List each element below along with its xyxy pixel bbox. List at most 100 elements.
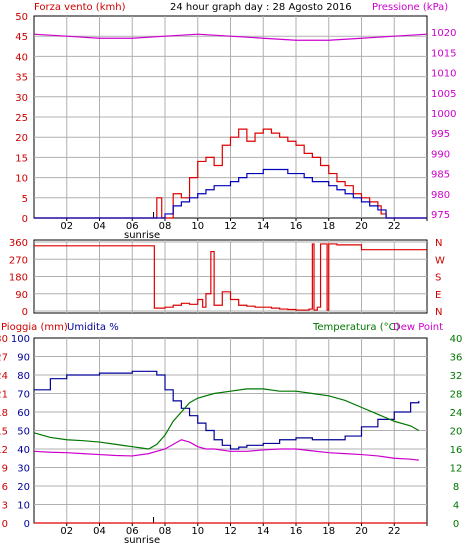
humidity-y-tick-label: 70 [17,390,30,401]
rain-y-tick-label: 9 [2,464,8,475]
direction-compass-label: N [435,238,442,249]
humidity-y-tick-label: 20 [17,482,30,493]
pressure-y-tick-label: 990 [431,149,450,160]
temperature-axis-title: Temperatura (°C) [312,322,400,333]
pressure-y-tick-label: 995 [431,129,450,140]
temperature-y-tick-label: 4 [453,501,459,512]
wind-x-tick-label: 22 [388,221,401,232]
climate-x-tick-label: 14 [257,526,270,537]
wind-y-tick-label: 30 [15,93,28,104]
rain-y-tick-label: 27 [0,353,8,364]
wind-x-tick-label: 16 [290,221,303,232]
temperature-y-tick-label: 20 [450,427,463,438]
climate-x-tick-label: 06 [126,526,139,537]
pressure-axis-title: Pressione (kPa) [372,2,448,13]
direction-y-tick-label: 180 [9,273,28,284]
sunrise-label: sunrise [124,230,160,241]
wind-y-tick-label: 15 [15,153,28,164]
dewpoint-axis-title: Dew Point [393,322,443,333]
wind-average-series [34,168,427,219]
direction-y-tick-label: 90 [15,290,28,301]
humidity-y-tick-label: 80 [17,371,30,382]
temperature-y-tick-label: 28 [450,390,463,401]
pressure-y-tick-label: 985 [431,170,450,181]
temperature-y-tick-label: 8 [453,482,459,493]
rain-y-tick-label: 0 [2,519,8,530]
humidity-y-tick-label: 100 [11,334,30,345]
wind-x-tick-label: 12 [224,221,237,232]
wind-x-tick-label: 08 [159,221,172,232]
humidity-y-tick-label: 40 [17,445,30,456]
wind-y-tick-label: 10 [15,174,28,185]
pressure-y-tick-label: 1010 [431,69,456,80]
pressure-series [33,33,428,41]
pressure-y-tick-label: 980 [431,190,450,201]
climate-x-tick-label: 16 [290,526,303,537]
wind-y-tick-label: 50 [15,12,28,23]
humidity-y-tick-label: 10 [17,501,30,512]
wind-speed-series [34,128,427,219]
humidity-series [34,370,420,450]
rain-axis-title: Pioggia (mm) [1,322,68,333]
pressure-y-tick-label: 1000 [431,109,456,120]
humidity-y-tick-label: 60 [17,408,30,419]
direction-compass-label: E [435,290,441,301]
temperature-series [33,388,420,450]
climate-x-tick-label: 22 [388,526,401,537]
pressure-y-tick-label: 1020 [431,28,456,39]
wind-y-tick-label: 5 [22,194,28,205]
dewpoint-series [33,439,419,461]
rain-y-tick-label: 3 [2,501,8,512]
direction-compass-label: S [435,273,441,284]
wind-y-tick-label: 45 [15,32,28,43]
wind-x-tick-label: 14 [257,221,270,232]
rain-y-tick-label: 6 [2,482,8,493]
climate-x-tick-label: 18 [322,526,335,537]
wind-y-tick-label: 25 [15,113,28,124]
direction-y-tick-label: 360 [9,238,28,249]
direction-compass-label: N [435,307,442,318]
humidity-y-tick-label: 50 [17,427,30,438]
climate-x-tick-label: 02 [60,526,73,537]
rain-y-tick-label: 21 [0,390,8,401]
temperature-y-tick-label: 0 [453,519,459,530]
climate-x-tick-label: 04 [93,526,106,537]
temperature-y-tick-label: 16 [450,445,463,456]
climate-x-tick-label: 12 [224,526,237,537]
direction-y-tick-label: 0 [22,307,28,318]
direction-compass-label: W [435,255,445,266]
pressure-y-tick-label: 1005 [431,89,456,100]
temperature-y-tick-label: 24 [450,408,463,419]
wind-direction-series [34,243,427,311]
climate-x-tick-label: 20 [355,526,368,537]
rain-y-tick-label: 15 [0,427,8,438]
temperature-y-tick-label: 12 [450,464,463,475]
chart-title: 24 hour graph day : 28 Agosto 2016 [170,2,352,13]
wind-x-tick-label: 20 [355,221,368,232]
wind-x-tick-label: 10 [191,221,204,232]
wind-y-tick-label: 20 [15,133,28,144]
wind-x-tick-label: 02 [60,221,73,232]
humidity-axis-title: Umidita % [67,322,119,333]
rain-y-tick-label: 18 [0,408,8,419]
wind-axis-title: Forza vento (kmh) [34,2,126,13]
wind-x-tick-label: 06 [126,221,139,232]
humidity-y-tick-label: 30 [17,464,30,475]
wind-y-tick-label: 35 [15,73,28,84]
wind-y-tick-label: 0 [22,214,28,225]
humidity-y-tick-label: 0 [24,519,30,530]
temperature-y-tick-label: 40 [450,334,463,345]
climate-x-tick-label: 08 [159,526,172,537]
sunrise-label: sunrise [124,535,160,546]
wind-x-tick-label: 04 [93,221,106,232]
temperature-y-tick-label: 32 [450,371,463,382]
rain-y-tick-label: 12 [0,445,8,456]
wind-y-tick-label: 40 [15,52,28,63]
wind-x-tick-label: 18 [322,221,335,232]
rain-y-tick-label: 30 [0,334,8,345]
pressure-y-tick-label: 975 [431,210,450,221]
temperature-y-tick-label: 36 [450,353,463,364]
climate-x-tick-label: 10 [191,526,204,537]
